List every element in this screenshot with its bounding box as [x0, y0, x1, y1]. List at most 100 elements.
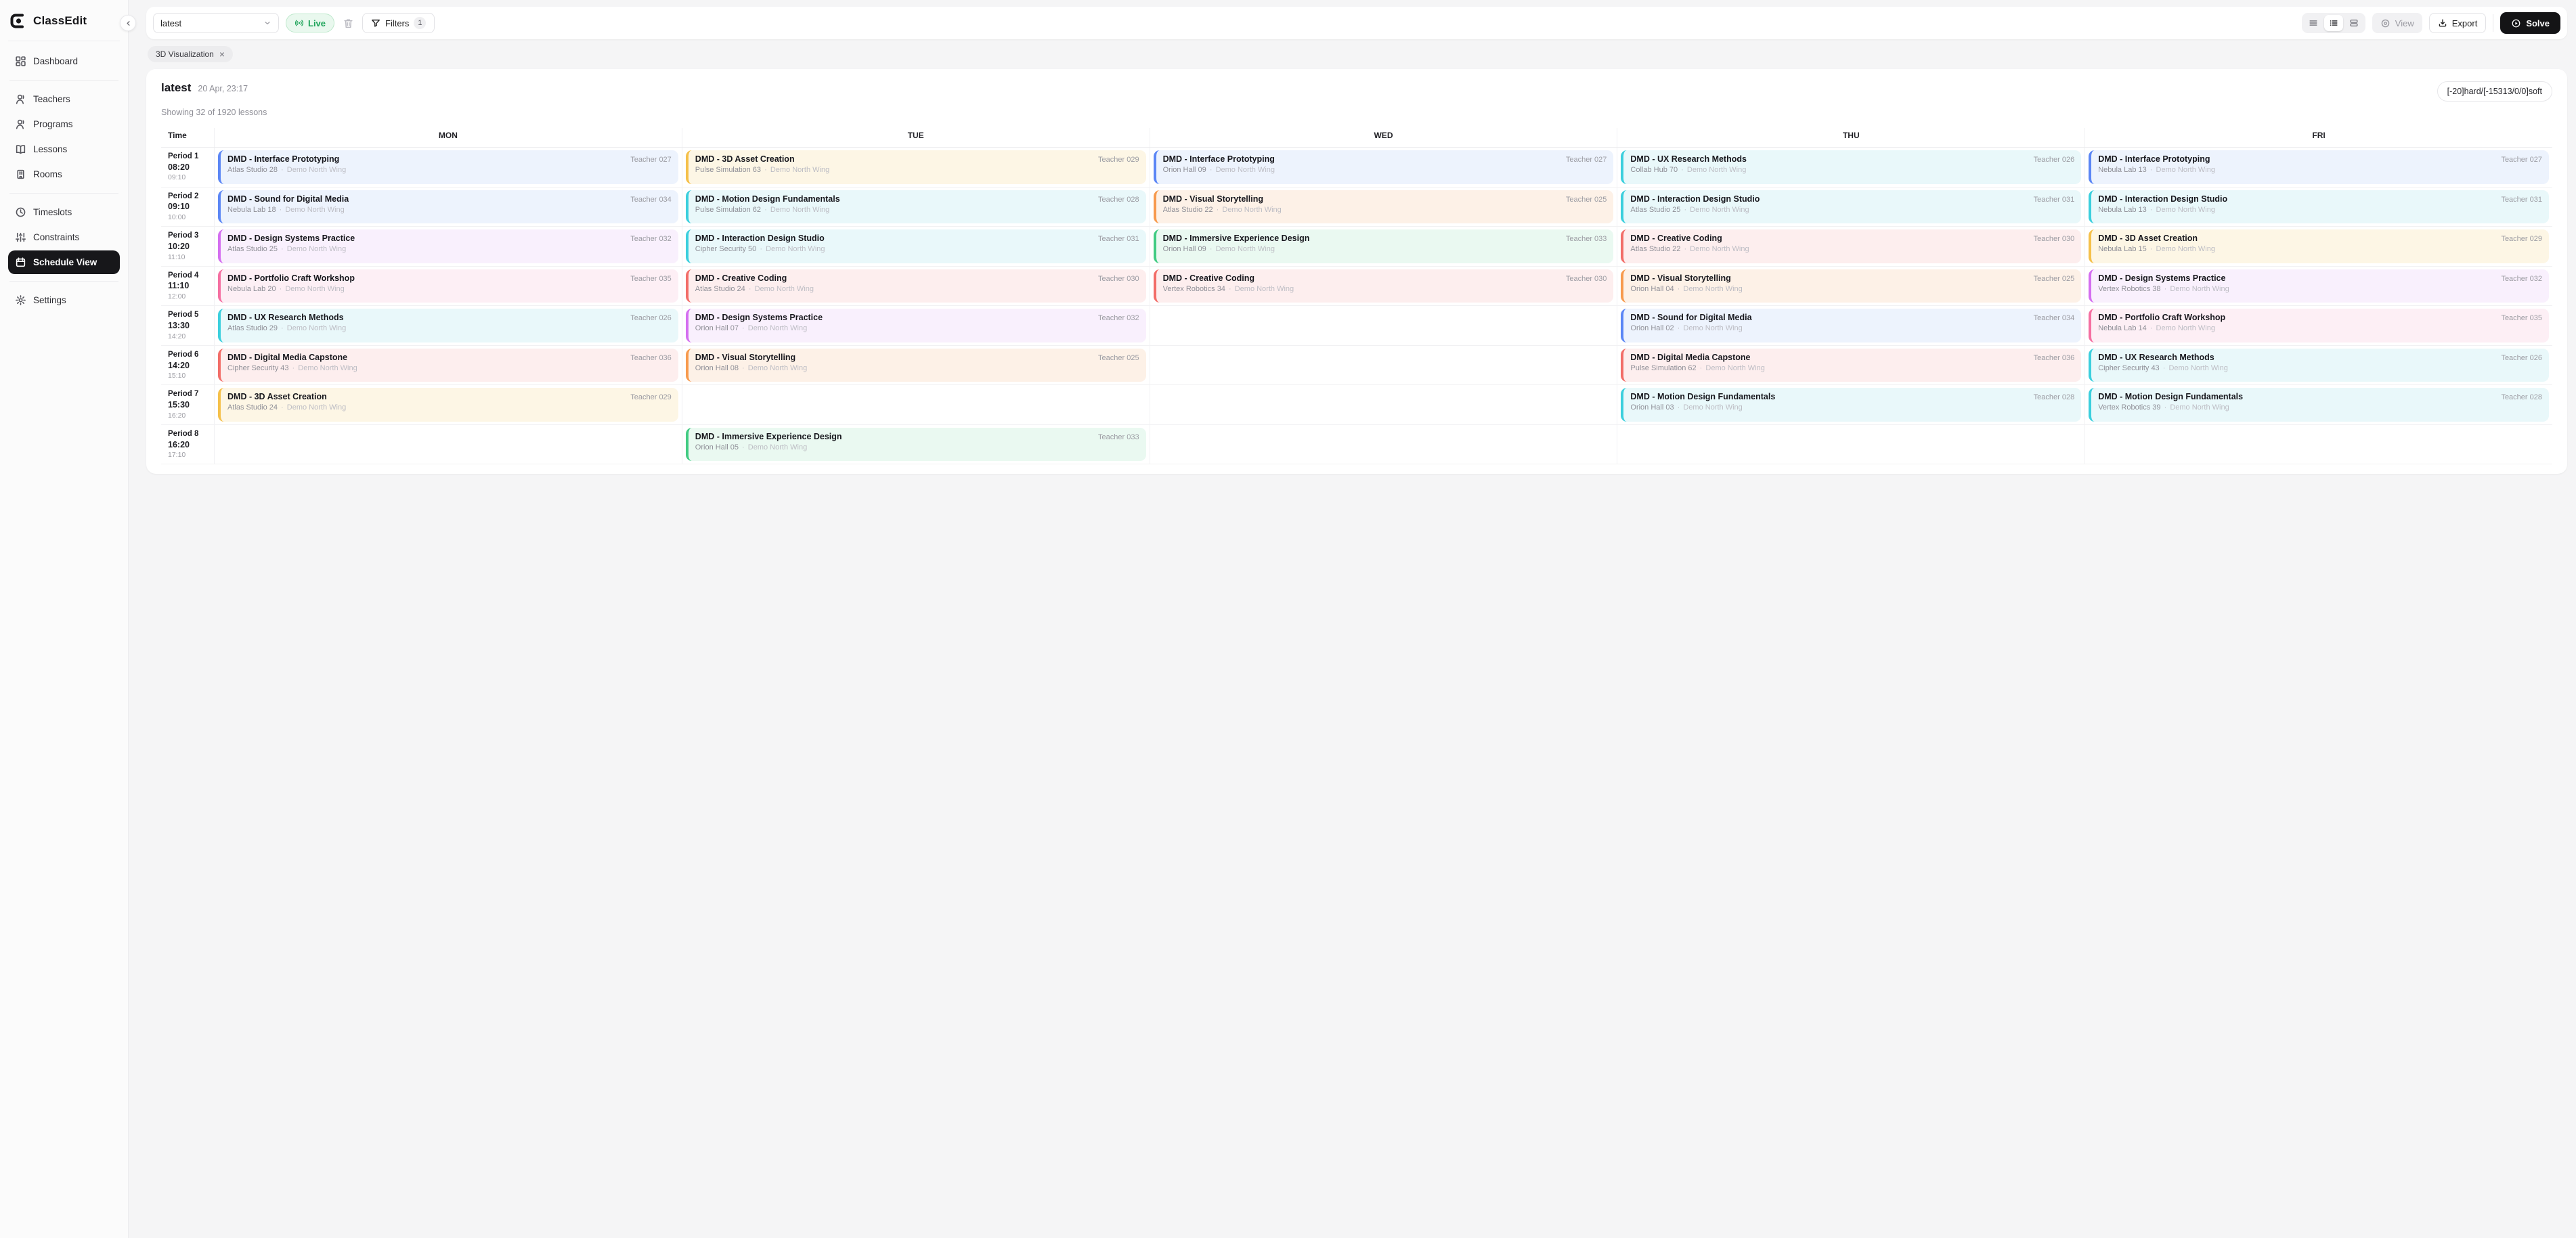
lesson-card[interactable]: DMD - Motion Design Fundamentals Teacher …	[685, 190, 1146, 224]
sidebar-item-label: Timeslots	[33, 207, 72, 217]
lesson-card[interactable]: DMD - UX Research Methods Teacher 026 Coll…	[1621, 150, 2082, 184]
schedule-row: Period 4 11:10 12:00 DMD - Portfolio Craft …	[161, 266, 2552, 307]
view-button[interactable]: View	[2372, 13, 2422, 33]
brand: ClassEdit	[8, 9, 120, 41]
lesson-card[interactable]: DMD - 3D Asset Creation Teacher 029 Pulse …	[685, 150, 1146, 184]
sidebar-item-rooms[interactable]: Rooms	[8, 162, 120, 186]
lesson-card[interactable]: DMD - Interaction Design Studio Teacher 0…	[685, 229, 1146, 263]
lesson-card[interactable]: DMD - Interface Prototyping Teacher 027 Ne…	[2089, 150, 2549, 184]
lesson-location: Orion Hall 09 · Demo North Wing	[1163, 166, 1607, 174]
lesson-card[interactable]: DMD - Digital Media Capstone Teacher 036 C…	[218, 348, 678, 382]
layout-rows-button[interactable]	[2344, 15, 2363, 31]
lesson-card[interactable]: DMD - UX Research Methods Teacher 026 Atla…	[218, 309, 678, 342]
column-header-day: THU	[1617, 128, 2084, 147]
layout-list-button[interactable]	[2323, 15, 2343, 31]
lesson-card[interactable]: DMD - UX Research Methods Teacher 026 Ciph…	[2089, 348, 2549, 382]
lesson-card[interactable]: DMD - Design Systems Practice Teacher 032…	[218, 229, 678, 263]
schedule-row: Period 8 16:20 17:10 DMD - Immersive Experi…	[161, 424, 2552, 465]
schedule-cell: DMD - Creative Coding Teacher 030 Atlas St…	[1617, 227, 2084, 266]
layout-lines-button[interactable]	[2304, 15, 2323, 31]
lesson-card[interactable]: DMD - Interaction Design Studio Teacher 0…	[1621, 190, 2082, 224]
lesson-card[interactable]: DMD - Interface Prototyping Teacher 027 At…	[218, 150, 678, 184]
lesson-teacher: Teacher 029	[1098, 156, 1139, 164]
lesson-card-top: DMD - Motion Design Fundamentals Teacher …	[2098, 392, 2542, 401]
lesson-title: DMD - Interface Prototyping	[227, 154, 340, 164]
lesson-card[interactable]: DMD - Visual Storytelling Teacher 025 Orio…	[685, 348, 1146, 382]
separator-dot: ·	[1675, 403, 1682, 412]
schedule-select[interactable]: latest	[153, 13, 279, 33]
delete-schedule-button[interactable]	[341, 16, 355, 30]
lesson-card[interactable]: DMD - Visual Storytelling Teacher 025 Atla…	[1153, 190, 1614, 224]
lesson-card[interactable]: DMD - Visual Storytelling Teacher 025 Orio…	[1621, 269, 2082, 303]
view-label: View	[2395, 18, 2414, 28]
lesson-title: DMD - 3D Asset Creation	[695, 154, 795, 164]
lesson-teacher: Teacher 030	[2033, 235, 2075, 244]
sidebar-item-schedule-view[interactable]: Schedule View	[8, 250, 120, 274]
sidebar-item-constraints[interactable]: Constraints	[8, 225, 120, 249]
lesson-title: DMD - Digital Media Capstone	[1630, 352, 1751, 362]
lesson-card[interactable]: DMD - Motion Design Fundamentals Teacher …	[1621, 388, 2082, 422]
lesson-title: DMD - Motion Design Fundamentals	[695, 194, 840, 204]
separator-dot: ·	[279, 245, 286, 254]
schedule-cell	[1617, 424, 2084, 464]
export-button[interactable]: Export	[2428, 13, 2487, 33]
separator-dot: ·	[277, 205, 284, 214]
lesson-title: DMD - 3D Asset Creation	[227, 392, 327, 402]
lesson-room: Atlas Studio 24	[695, 284, 745, 293]
filter-chip-remove-icon[interactable]: ×	[219, 49, 225, 60]
schedule-cell: DMD - 3D Asset Creation Teacher 029 Nebula…	[2084, 227, 2552, 266]
schedule-cell	[2084, 424, 2552, 464]
lesson-card[interactable]: DMD - Portfolio Craft Workshop Teacher 03…	[2089, 309, 2549, 342]
lesson-card[interactable]: DMD - 3D Asset Creation Teacher 029 Atlas …	[218, 388, 678, 422]
sidebar-item-timeslots[interactable]: Timeslots	[8, 200, 120, 224]
lesson-title: DMD - Creative Coding	[1162, 273, 1255, 283]
solve-button[interactable]: Solve	[2500, 12, 2560, 34]
lesson-card[interactable]: DMD - Sound for Digital Media Teacher 034…	[1621, 309, 2082, 342]
period-end-time: 12:00	[168, 292, 186, 301]
separator-dot: ·	[762, 166, 769, 174]
lesson-card-top: DMD - Creative Coding Teacher 030	[695, 273, 1139, 283]
lesson-wing: Demo North Wing	[2156, 245, 2215, 254]
lesson-card[interactable]: DMD - Immersive Experience Design Teacher…	[685, 427, 1146, 462]
view-icon	[2381, 19, 2390, 27]
lesson-card-top: DMD - Immersive Experience Design Teacher…	[695, 432, 1139, 441]
sidebar-item-lessons[interactable]: Lessons	[8, 137, 120, 161]
lesson-card[interactable]: DMD - Interface Prototyping Teacher 027 Or…	[1153, 150, 1614, 184]
sidebar-item-label: Constraints	[33, 232, 80, 242]
lesson-card[interactable]: DMD - Immersive Experience Design Teacher…	[1153, 229, 1614, 263]
lesson-card[interactable]: DMD - Design Systems Practice Teacher 032…	[685, 309, 1146, 342]
schedule-cell: DMD - Sound for Digital Media Teacher 034…	[214, 187, 682, 227]
lesson-card-top: DMD - Creative Coding Teacher 030	[1630, 234, 2074, 243]
schedule-row: Period 2 09:10 10:00 DMD - Sound for Digita…	[161, 187, 2552, 227]
lesson-title: DMD - 3D Asset Creation	[2098, 234, 2198, 244]
lesson-card[interactable]: DMD - Design Systems Practice Teacher 032…	[2089, 269, 2549, 303]
lesson-card[interactable]: DMD - Digital Media Capstone Teacher 036 P…	[1621, 348, 2082, 382]
lesson-card[interactable]: DMD - Interaction Design Studio Teacher 0…	[2089, 190, 2549, 224]
lesson-card[interactable]: DMD - Sound for Digital Media Teacher 034…	[218, 190, 678, 224]
schedule-cell: DMD - Interface Prototyping Teacher 027 Ne…	[2084, 148, 2552, 187]
period-cell: Period 1 08:20 09:10	[161, 148, 214, 187]
lesson-card[interactable]: DMD - Portfolio Craft Workshop Teacher 03…	[218, 269, 678, 303]
sidebar-item-dashboard[interactable]: Dashboard	[8, 49, 120, 73]
schedule-cell: DMD - Portfolio Craft Workshop Teacher 03…	[214, 266, 682, 306]
sidebar-collapse-button[interactable]	[120, 15, 136, 31]
separator-dot: ·	[2162, 403, 2169, 412]
sidebar-item-programs[interactable]: Programs	[8, 112, 120, 136]
lesson-card[interactable]: DMD - Creative Coding Teacher 030 Vertex R…	[1153, 269, 1614, 303]
lesson-location: Cipher Security 43 · Demo North Wing	[2098, 364, 2542, 372]
lesson-teacher: Teacher 026	[2033, 156, 2075, 164]
lesson-card[interactable]: DMD - Motion Design Fundamentals Teacher …	[2089, 388, 2549, 422]
sidebar-item-teachers[interactable]: Teachers	[8, 87, 120, 111]
lesson-location: Atlas Studio 28 · Demo North Wing	[227, 166, 672, 174]
period-cell: Period 6 14:20 15:10	[161, 346, 214, 385]
lesson-location: Nebula Lab 14 · Demo North Wing	[2098, 324, 2542, 332]
lesson-card[interactable]: DMD - 3D Asset Creation Teacher 029 Nebula…	[2089, 229, 2549, 263]
filters-button[interactable]: Filters 1	[362, 13, 435, 33]
sidebar-item-settings[interactable]: Settings	[8, 288, 120, 312]
separator-dot: ·	[2147, 324, 2155, 333]
lesson-title: DMD - Design Systems Practice	[2098, 273, 2226, 283]
lesson-card[interactable]: DMD - Creative Coding Teacher 030 Atlas St…	[1621, 229, 2082, 263]
lesson-card[interactable]: DMD - Creative Coding Teacher 030 Atlas St…	[685, 269, 1146, 303]
lesson-location: Nebula Lab 18 · Demo North Wing	[227, 206, 672, 214]
period-cell: Period 4 11:10 12:00	[161, 267, 214, 306]
